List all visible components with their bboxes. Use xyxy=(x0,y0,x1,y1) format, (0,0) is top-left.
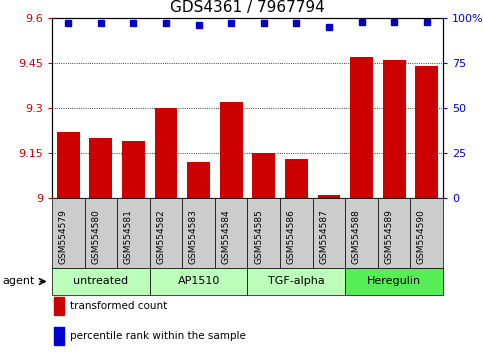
Text: AP1510: AP1510 xyxy=(177,276,220,286)
Bar xyxy=(247,268,345,295)
Bar xyxy=(345,268,443,295)
Text: transformed count: transformed count xyxy=(70,301,167,311)
Bar xyxy=(215,198,247,268)
Bar xyxy=(285,159,308,198)
Bar xyxy=(411,198,443,268)
Bar xyxy=(117,198,150,268)
Text: GSM554579: GSM554579 xyxy=(58,210,68,264)
Bar xyxy=(85,198,117,268)
Text: GSM554585: GSM554585 xyxy=(254,210,263,264)
Bar xyxy=(54,297,64,315)
Bar xyxy=(150,268,247,295)
Bar xyxy=(54,327,64,344)
Bar xyxy=(317,195,341,198)
Bar xyxy=(350,57,373,198)
Text: GSM554587: GSM554587 xyxy=(319,210,328,264)
Text: percentile rank within the sample: percentile rank within the sample xyxy=(70,331,245,341)
Text: GSM554588: GSM554588 xyxy=(352,210,361,264)
Bar xyxy=(415,66,438,198)
Bar xyxy=(89,138,112,198)
Bar xyxy=(155,108,177,198)
Bar xyxy=(57,132,80,198)
Bar xyxy=(313,198,345,268)
Bar xyxy=(247,198,280,268)
Text: Heregulin: Heregulin xyxy=(367,276,421,286)
Text: agent: agent xyxy=(3,276,35,286)
Bar xyxy=(187,162,210,198)
Bar xyxy=(52,198,85,268)
Text: TGF-alpha: TGF-alpha xyxy=(268,276,325,286)
Text: GSM554583: GSM554583 xyxy=(189,210,198,264)
Bar xyxy=(253,153,275,198)
Bar xyxy=(220,102,242,198)
Text: GSM554584: GSM554584 xyxy=(221,210,230,264)
Bar xyxy=(52,268,150,295)
Text: GSM554590: GSM554590 xyxy=(417,210,426,264)
Bar xyxy=(183,198,215,268)
Text: GSM554586: GSM554586 xyxy=(286,210,296,264)
Bar xyxy=(122,141,145,198)
Title: GDS4361 / 7967794: GDS4361 / 7967794 xyxy=(170,0,325,16)
Text: GSM554581: GSM554581 xyxy=(124,210,133,264)
Bar xyxy=(150,198,183,268)
Text: GSM554589: GSM554589 xyxy=(384,210,393,264)
Bar xyxy=(383,60,406,198)
Text: GSM554580: GSM554580 xyxy=(91,210,100,264)
Bar xyxy=(345,198,378,268)
Text: untreated: untreated xyxy=(73,276,128,286)
Text: GSM554582: GSM554582 xyxy=(156,210,165,264)
Bar xyxy=(378,198,411,268)
Bar xyxy=(280,198,313,268)
